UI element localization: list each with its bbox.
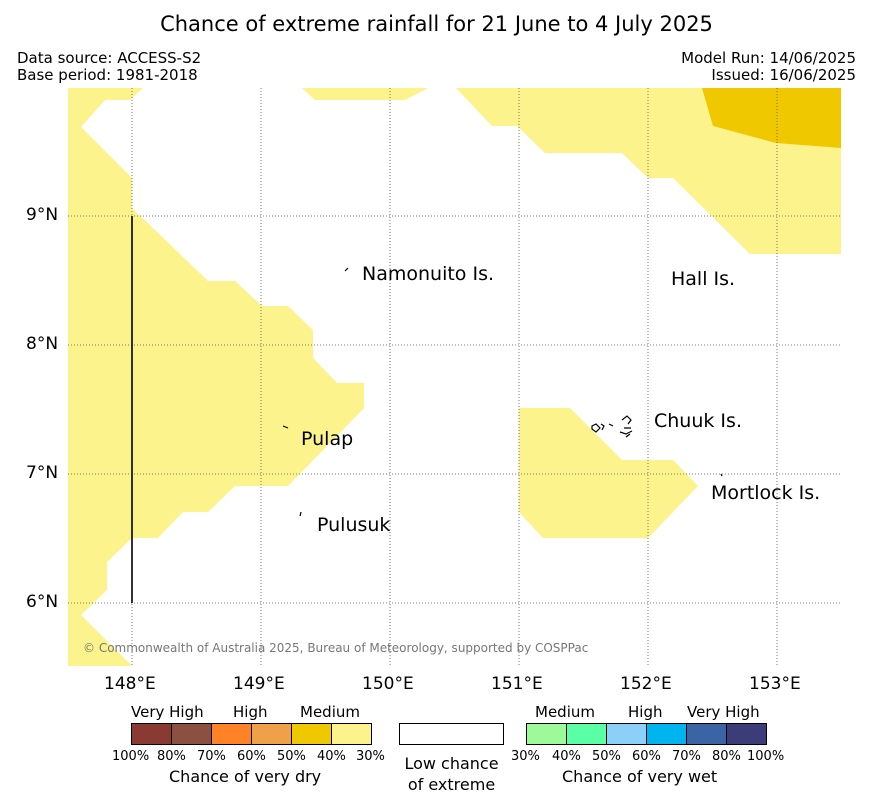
wet-very-high-label: Very High: [687, 703, 760, 721]
low-chance-line2: of extreme: [407, 775, 496, 794]
island-markers: [282, 267, 723, 517]
pulusuk-island-icon: [299, 511, 302, 517]
low-chance-swatch: [399, 723, 504, 745]
pulap-island-icon: [282, 425, 289, 429]
dry-pct-60: 60%: [237, 749, 266, 764]
dry-swatch-30-40: [331, 723, 372, 745]
chuuk-island-icon: [591, 415, 633, 438]
dry-swatch-80-100: [131, 723, 171, 745]
wet-pct-70: 70%: [672, 749, 701, 764]
shading-dry-30-40: [68, 88, 841, 666]
dry-pct-80: 80%: [157, 749, 186, 764]
lon-tick-149e: 149°E: [233, 674, 285, 694]
wet-pct-50: 50%: [592, 749, 621, 764]
place-chuuk: Chuuk Is.: [654, 410, 742, 432]
wet-medium-label: Medium: [535, 703, 595, 721]
base-period: Base period: 1981-2018: [17, 66, 198, 84]
wet-legend-title: Chance of very wet: [562, 767, 718, 786]
low-chance-label: Low chance of extreme: [399, 753, 504, 795]
dry-very-high-label: Very High: [131, 703, 204, 721]
wet-swatch-60-70: [646, 723, 686, 745]
lon-tick-152e: 152°E: [620, 674, 672, 694]
wet-pct-30: 30%: [511, 749, 540, 764]
lon-tick-148e: 148°E: [104, 674, 156, 694]
place-namonuito: Namonuito Is.: [362, 263, 495, 285]
dry-medium-label: Medium: [300, 703, 360, 721]
wet-swatch-40-50: [566, 723, 606, 745]
low-chance-line1: Low chance: [404, 754, 499, 773]
lat-tick-6n: 6°N: [26, 592, 59, 612]
wet-pct-40: 40%: [552, 749, 581, 764]
shading-dry-40-50: [702, 88, 841, 148]
dry-pct-30: 30%: [356, 749, 385, 764]
copyright-note: © Commonwealth of Australia 2025, Bureau…: [83, 641, 589, 655]
dry-pct-40: 40%: [317, 749, 346, 764]
dry-swatch-50-60: [251, 723, 291, 745]
wet-pct-100: 100%: [747, 749, 785, 764]
dry-high-label: High: [233, 703, 268, 721]
mortlock-island-icon: [720, 473, 723, 477]
namonuito-island-icon: [344, 267, 349, 272]
place-pulusuk: Pulusuk: [317, 514, 391, 536]
lon-tick-153e: 153°E: [749, 674, 801, 694]
dry-swatch-60-70: [211, 723, 251, 745]
wet-swatch-70-80: [686, 723, 726, 745]
place-pulap: Pulap: [301, 428, 354, 450]
dry-swatch-40-50: [291, 723, 331, 745]
place-hall: Hall Is.: [671, 268, 736, 290]
wet-swatch-80-100: [726, 723, 767, 745]
dry-legend-title: Chance of very dry: [169, 767, 322, 786]
lat-tick-7n: 7°N: [26, 463, 59, 483]
dry-region-west: [68, 88, 364, 666]
dry-pct-100: 100%: [112, 749, 150, 764]
dry-swatch-70-80: [171, 723, 211, 745]
lon-tick-150e: 150°E: [362, 674, 414, 694]
dry-region-north: [302, 88, 428, 100]
wet-pct-60: 60%: [632, 749, 661, 764]
wet-pct-80: 80%: [712, 749, 741, 764]
dry-pct-50: 50%: [277, 749, 306, 764]
wet-swatch-50-60: [606, 723, 646, 745]
dry-region-chuuk: [519, 408, 698, 538]
lon-tick-151e: 151°E: [491, 674, 543, 694]
issued-date: Issued: 16/06/2025: [711, 66, 856, 84]
wet-swatch-30-40: [526, 723, 566, 745]
lat-tick-8n: 8°N: [26, 334, 59, 354]
map-title: Chance of extreme rainfall for 21 June t…: [160, 12, 713, 36]
model-run: Model Run: 14/06/2025: [681, 49, 856, 67]
wet-high-label: High: [628, 703, 663, 721]
rainfall-map: [68, 88, 841, 666]
place-mortlock: Mortlock Is.: [711, 482, 821, 504]
data-source: Data source: ACCESS-S2: [17, 49, 202, 67]
lat-tick-9n: 9°N: [26, 205, 59, 225]
dry-pct-70: 70%: [197, 749, 226, 764]
